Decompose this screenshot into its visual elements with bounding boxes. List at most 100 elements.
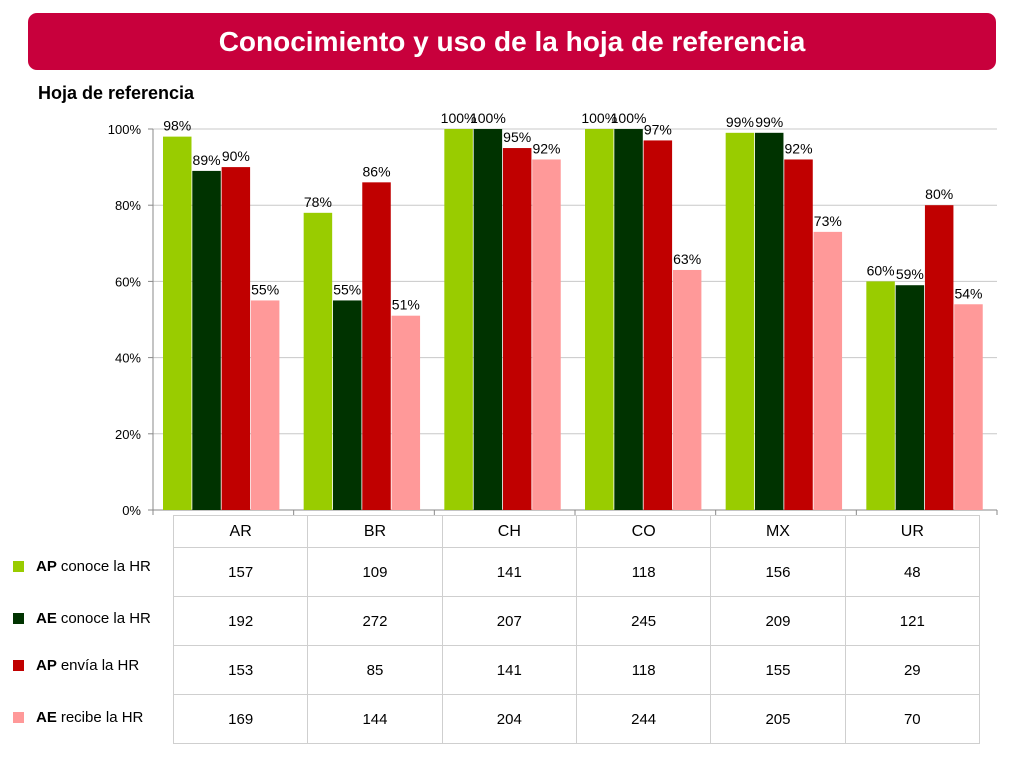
page-title: Conocimiento y uso de la hoja de referen… bbox=[218, 25, 806, 57]
table-cell: 121 bbox=[844, 596, 981, 646]
legend-label-bold: AE bbox=[36, 609, 57, 627]
legend-item: AE recibe la HR bbox=[13, 707, 143, 727]
table-cell: 207 bbox=[441, 596, 577, 646]
table-cell: 169 bbox=[172, 694, 309, 744]
table-cell: 70 bbox=[844, 694, 981, 744]
table-cell: 85 bbox=[307, 645, 443, 695]
table-cell: 156 bbox=[710, 547, 846, 597]
table-cell: 244 bbox=[575, 694, 712, 744]
chart-title: Hoja de referencia bbox=[38, 83, 195, 103]
column-header: AR bbox=[172, 515, 309, 548]
table-cell: 205 bbox=[710, 694, 846, 744]
bar bbox=[725, 132, 755, 510]
data-label: 92% bbox=[785, 140, 813, 156]
table-cell: 141 bbox=[441, 547, 577, 597]
y-tick-label: 0% bbox=[122, 503, 141, 518]
table-cell: 157 bbox=[172, 547, 309, 597]
data-label: 60% bbox=[867, 262, 895, 278]
legend-item: AP conoce la HR bbox=[13, 556, 151, 576]
bar bbox=[192, 170, 221, 510]
data-label: 92% bbox=[532, 140, 560, 156]
bar bbox=[866, 281, 895, 510]
data-label: 59% bbox=[896, 266, 924, 282]
bar bbox=[473, 129, 503, 510]
table-cell: 245 bbox=[575, 596, 712, 646]
table-row: 157 109 141 118 156 48 bbox=[172, 547, 981, 597]
legend-label-bold: AP bbox=[36, 557, 57, 575]
data-label: 55% bbox=[333, 281, 361, 297]
legend-label: recibe la HR bbox=[60, 708, 144, 726]
bar bbox=[303, 212, 333, 510]
data-label: 100% bbox=[581, 110, 617, 126]
legend-swatch bbox=[13, 659, 24, 671]
data-label: 97% bbox=[644, 121, 672, 137]
table-cell: 109 bbox=[307, 547, 443, 597]
data-label: 98% bbox=[163, 118, 191, 134]
table-cell: 141 bbox=[441, 645, 577, 695]
data-label: 63% bbox=[673, 251, 701, 267]
table-cell: 155 bbox=[710, 645, 846, 695]
bar-chart: 0% 20% 40% 60% 80% 100% 98% 89% 90% 55% 78% 55% 86% 5… bbox=[108, 110, 998, 518]
bar bbox=[221, 167, 251, 510]
bar bbox=[813, 231, 843, 510]
table-cell: 118 bbox=[575, 645, 712, 695]
table-cell: 272 bbox=[307, 596, 443, 646]
bar bbox=[784, 159, 813, 511]
table-header-row: AR BR CH CO MX UR bbox=[172, 515, 981, 548]
bar bbox=[444, 129, 473, 510]
data-label: 90% bbox=[222, 148, 250, 164]
bar bbox=[643, 140, 673, 510]
table-row: 192 272 207 245 209 121 bbox=[172, 596, 981, 646]
bar bbox=[924, 205, 954, 510]
table-cell: 118 bbox=[575, 547, 712, 597]
y-tick-label: 100% bbox=[108, 122, 142, 137]
y-tick-label: 60% bbox=[115, 274, 141, 289]
bar bbox=[362, 182, 391, 510]
bar bbox=[614, 129, 643, 510]
data-label: 86% bbox=[363, 163, 391, 179]
column-header: MX bbox=[710, 515, 846, 548]
data-label: 100% bbox=[470, 110, 506, 126]
data-label: 95% bbox=[503, 129, 531, 145]
table-cell: 48 bbox=[844, 547, 981, 597]
data-label: 80% bbox=[925, 186, 953, 202]
bar bbox=[954, 304, 983, 510]
y-tick-label: 20% bbox=[115, 427, 141, 442]
bar bbox=[895, 285, 925, 510]
legend-item: AE conoce la HR bbox=[13, 608, 151, 628]
data-label: 73% bbox=[814, 213, 842, 229]
data-label: 99% bbox=[755, 114, 783, 130]
data-label: 55% bbox=[251, 281, 279, 297]
table-cell: 29 bbox=[844, 645, 981, 695]
table-cell: 144 bbox=[307, 694, 443, 744]
data-label: 100% bbox=[611, 110, 647, 126]
legend-label: conoce la HR bbox=[60, 609, 151, 627]
column-header: CO bbox=[575, 515, 712, 548]
bar bbox=[672, 269, 702, 510]
data-label: 51% bbox=[392, 297, 420, 313]
title-banner: Conocimiento y uso de la hoja de referen… bbox=[28, 13, 996, 70]
data-label: 54% bbox=[954, 285, 982, 301]
legend-swatch bbox=[13, 612, 24, 624]
data-label: 89% bbox=[193, 152, 221, 168]
table-cell: 209 bbox=[710, 596, 846, 646]
bar bbox=[502, 148, 532, 511]
table-cell: 204 bbox=[441, 694, 577, 744]
data-label: 100% bbox=[441, 110, 477, 126]
bar bbox=[391, 315, 421, 510]
legend-label-bold: AE bbox=[36, 708, 57, 726]
bar bbox=[585, 129, 614, 510]
data-label: 99% bbox=[726, 114, 754, 130]
column-header: UR bbox=[844, 515, 981, 548]
legend-swatch bbox=[13, 560, 24, 572]
legend-label-bold: AP bbox=[36, 656, 57, 674]
y-tick-label: 40% bbox=[115, 351, 141, 366]
table-cell: 192 bbox=[172, 596, 309, 646]
bar bbox=[332, 300, 362, 510]
table-row: 169 144 204 244 205 70 bbox=[172, 694, 981, 744]
bar bbox=[532, 159, 561, 511]
table-cell: 153 bbox=[172, 645, 309, 695]
data-label: 78% bbox=[304, 194, 332, 210]
y-tick-label: 80% bbox=[115, 198, 141, 213]
data-table: AR BR CH CO MX UR 157 109 141 118 156 48… bbox=[172, 515, 981, 744]
